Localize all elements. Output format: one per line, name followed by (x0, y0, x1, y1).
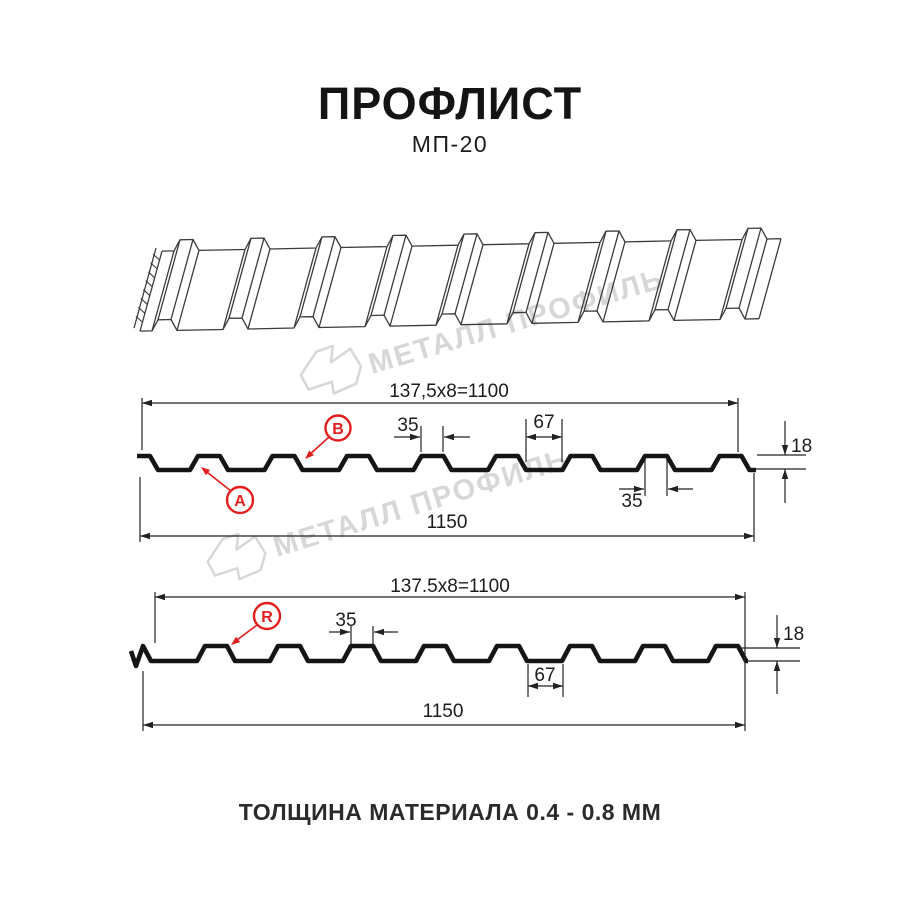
sheet-3d-drawing (133, 227, 782, 332)
dim-rib-top-1: 35 (397, 415, 418, 436)
dim-flat-width-1: 67 (533, 412, 554, 433)
marker-a: A (225, 485, 255, 515)
watermark-logo-icon (299, 344, 363, 395)
profile-diagram-1 (137, 398, 806, 645)
marker-b-label: B (332, 421, 344, 438)
watermark-1: МЕТАЛЛ ПРОФИЛЬ (299, 263, 668, 395)
dim-overall-width-2: 1150 (423, 701, 464, 722)
dim-total-width-2: 137.5x8=1100 (390, 576, 510, 597)
dim-flat-width-2: 67 (534, 665, 555, 686)
marker-r-label: R (261, 609, 273, 626)
profile-diagram-2 (128, 592, 800, 731)
model-subtitle: МП-20 (411, 131, 489, 157)
dim-rib-top-2: 35 (335, 610, 356, 631)
watermark-2: МЕТАЛЛ ПРОФИЛЬ (206, 443, 572, 581)
marker-b: B (324, 414, 352, 442)
marker-r: R (252, 601, 282, 631)
dim-total-width-1: 137,5x8=1100 (389, 381, 509, 402)
dim-height-2: 18 (783, 624, 804, 645)
page-title: ПРОФЛИСТ (317, 78, 583, 129)
dim-height-1: 18 (791, 436, 812, 457)
watermark-logo-icon (206, 532, 267, 581)
marker-a-label: A (234, 493, 246, 510)
material-thickness-note: ТОЛЩИНА МАТЕРИАЛА 0.4 - 0.8 ММ (238, 799, 662, 825)
dim-overall-width-1: 1150 (427, 512, 468, 533)
dim-rib-top-lower-1: 35 (621, 491, 642, 512)
